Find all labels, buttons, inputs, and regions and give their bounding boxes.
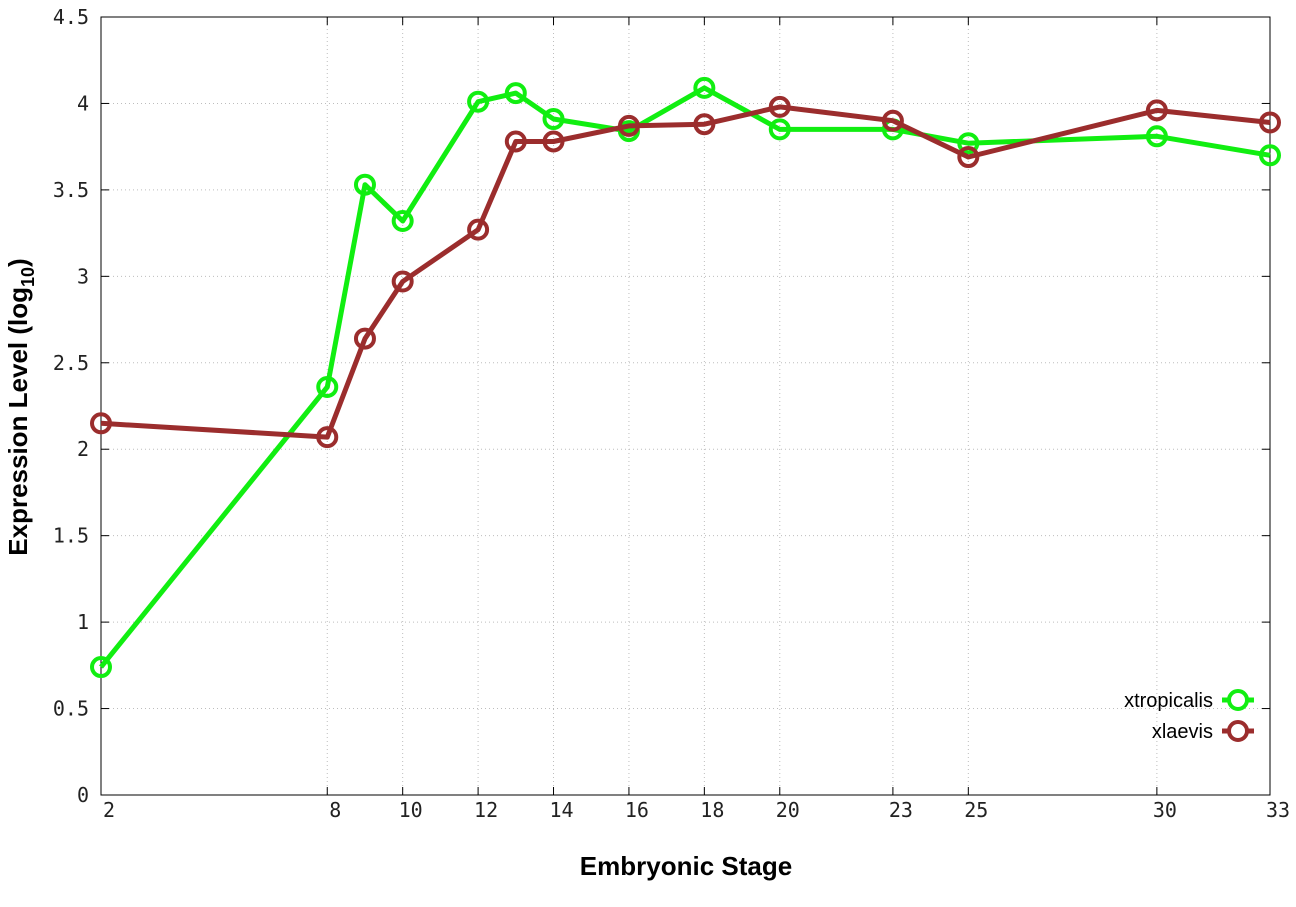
legend-label: xtropicalis [1124, 690, 1213, 712]
x-tick-label: 10 [399, 798, 423, 822]
data-point-xlaevis [542, 130, 565, 153]
legend: xtropicalis xlaevis [1124, 689, 1254, 743]
data-point-xlaevis [617, 114, 640, 137]
y-tick-label: 2 [77, 437, 89, 461]
series-layer [90, 76, 1281, 679]
legend-swatch-marker [1227, 689, 1249, 711]
x-tick-label: 20 [776, 798, 800, 822]
y-axis-title-subscript: 10 [18, 267, 38, 287]
y-axis-title-main: Expression Level (log [3, 287, 33, 556]
y-tick-label: 3 [77, 264, 89, 288]
data-point-xlaevis [467, 218, 490, 241]
series-xtropicalis [90, 76, 1281, 679]
legend-entry-xtropicalis: xtropicalis [1124, 689, 1254, 712]
data-point-xlaevis [391, 270, 414, 293]
data-point-xtropicalis [693, 76, 716, 99]
legend-swatch-marker [1227, 720, 1249, 742]
y-tick-label: 0 [77, 783, 89, 807]
y-axis-title-close: ) [3, 258, 33, 267]
data-point-xtropicalis [1259, 144, 1281, 167]
data-point-xtropicalis [768, 118, 791, 141]
x-tick-label: 23 [889, 798, 913, 822]
y-tick-label: 3.5 [53, 178, 89, 202]
data-point-xlaevis [353, 327, 376, 350]
plot-frame [100, 16, 1271, 796]
x-tick-label: 12 [474, 798, 498, 822]
data-point-xtropicalis [316, 375, 339, 398]
data-point-xlaevis [957, 146, 980, 169]
series-line-xlaevis [100, 104, 1271, 440]
x-tick-label: 30 [1153, 798, 1177, 822]
legend-label: xlaevis [1152, 721, 1213, 743]
data-point-xlaevis [881, 109, 904, 132]
x-tick-label: 25 [964, 798, 988, 822]
data-point-xlaevis [1145, 99, 1168, 122]
x-tick-label: 14 [549, 798, 573, 822]
y-tick-label: 1 [77, 610, 89, 634]
series-line-xtropicalis [99, 85, 1271, 669]
data-point-xtropicalis [391, 210, 414, 233]
series-xlaevis [90, 95, 1281, 449]
y-axis-title: Expression Level (log10) [3, 258, 38, 555]
y-tick-label: 2.5 [53, 351, 89, 375]
y-tick-label: 1.5 [53, 524, 89, 548]
y-tick-label: 4.5 [53, 5, 89, 29]
data-point-xlaevis [1259, 111, 1281, 134]
x-tick-label: 2 [103, 798, 115, 822]
x-tick-label: 18 [700, 798, 724, 822]
grid-lines [101, 17, 1270, 795]
x-tick-label: 33 [1266, 798, 1290, 822]
data-point-xtropicalis [1145, 125, 1168, 148]
data-point-xtropicalis [504, 82, 527, 105]
data-point-xtropicalis [353, 173, 376, 196]
data-point-xlaevis [90, 412, 112, 435]
data-point-xtropicalis [542, 108, 565, 131]
x-tick-label: 8 [329, 798, 341, 822]
x-tick-label: 16 [625, 798, 649, 822]
legend-entry-xlaevis: xlaevis [1152, 720, 1254, 743]
data-point-xlaevis [504, 130, 527, 153]
data-point-xtropicalis [467, 90, 490, 113]
data-point-xlaevis [693, 113, 716, 136]
data-point-xlaevis [768, 95, 791, 118]
y-tick-label: 0.5 [53, 697, 89, 721]
data-point-xtropicalis [90, 656, 112, 679]
data-point-xtropicalis [957, 132, 980, 155]
x-axis-title: Embryonic Stage [580, 851, 792, 881]
data-point-xlaevis [316, 426, 339, 449]
y-tick-label: 4 [77, 91, 89, 115]
axis-ticks: 2 8 10 12 14 16 18 20 23 25 30 33 0 0.5 1 1.5 2 2.5 3 3.5 4 4… [53, 5, 1290, 822]
